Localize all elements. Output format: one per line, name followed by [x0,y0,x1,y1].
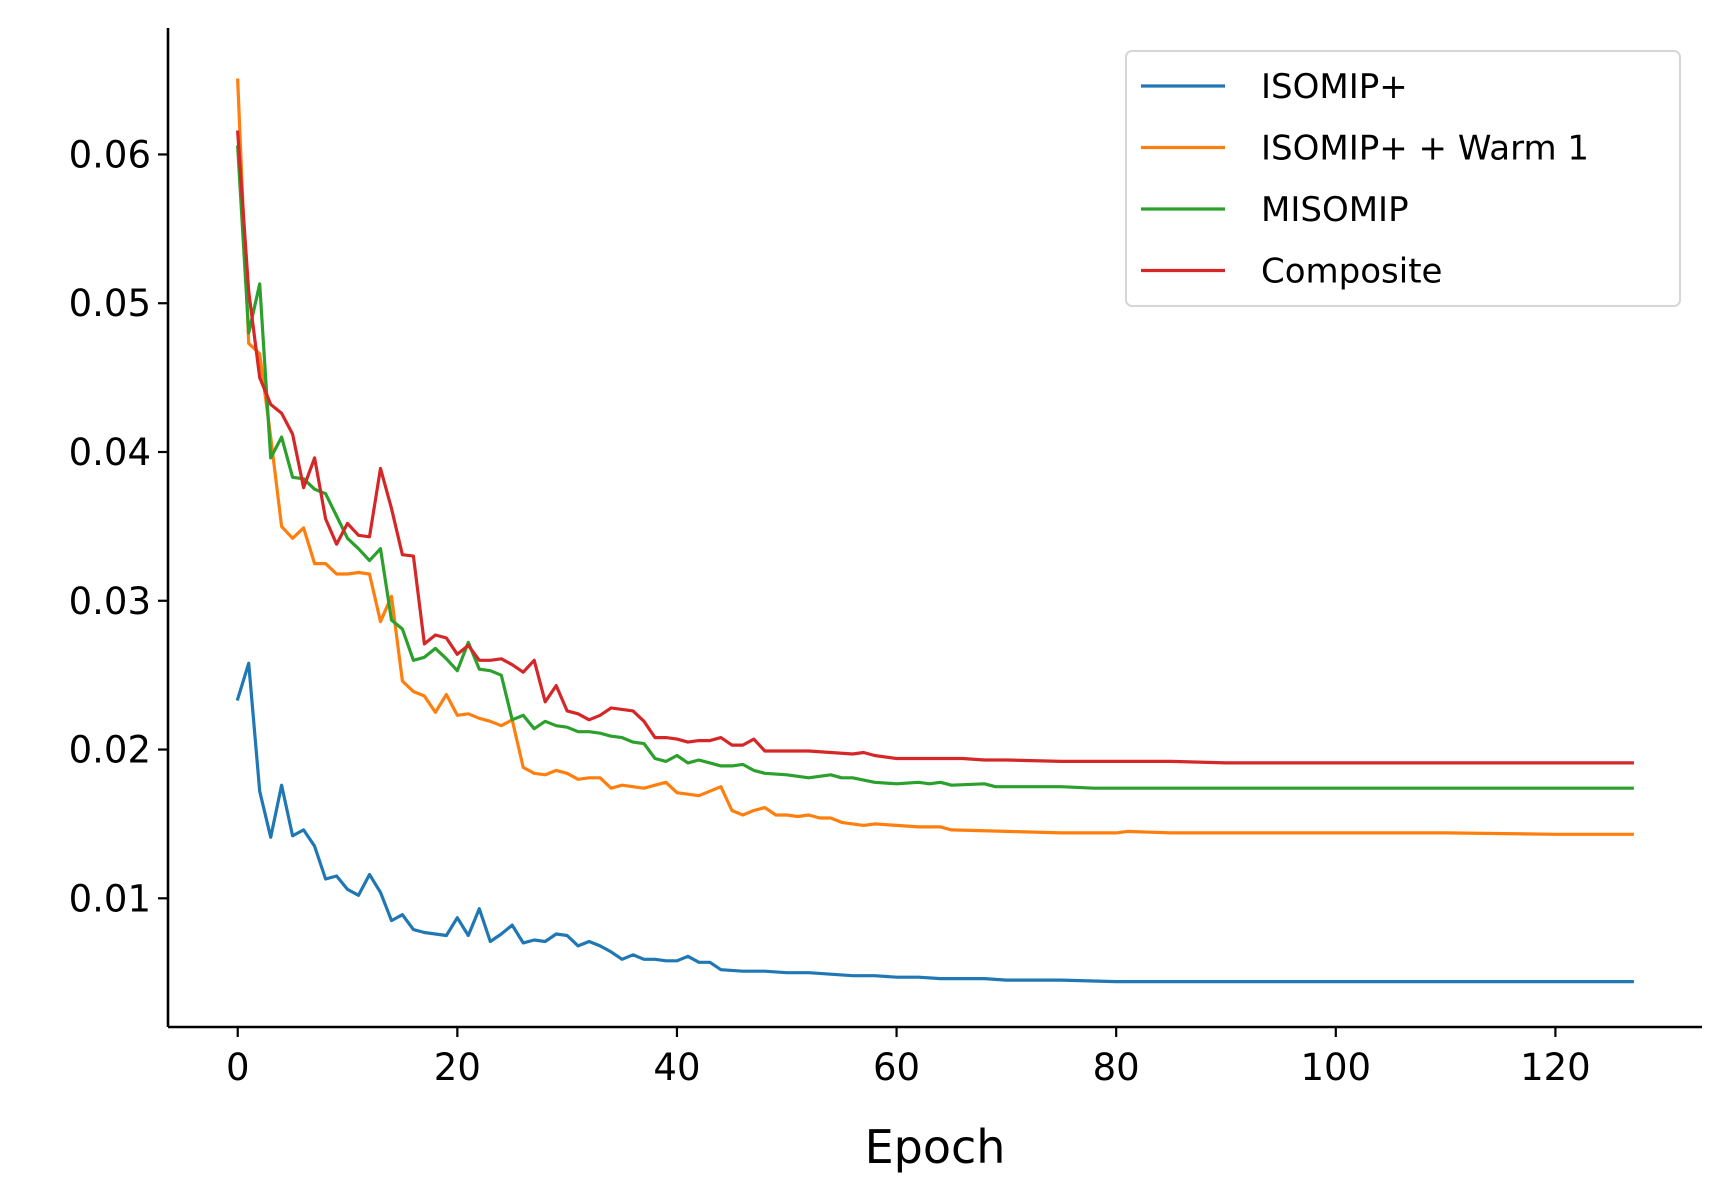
x-tick-label: 100 [1300,1046,1371,1089]
x-tick-label: 80 [1093,1046,1140,1089]
legend-label-1: ISOMIP+ [1261,67,1408,107]
legend-label-4: Composite [1261,252,1442,292]
y-ticks: 0.01 0.02 0.03 0.04 0.05 0.06 [69,133,168,920]
x-ticks: 0 20 40 60 80 100 120 [226,1027,1591,1089]
legend: ISOMIP+ ISOMIP+ + Warm 1 MISOMIP Composite [1125,50,1681,307]
series-layer [235,78,1634,984]
axes-layer [166,28,1702,1029]
series-line-3 [236,145,1634,790]
x-tick-label: 60 [873,1046,920,1089]
series-line-4 [235,130,1634,765]
y-tick-label: 0.05 [69,282,151,325]
y-tick-label: 0.03 [69,580,151,623]
y-tick-label: 0.01 [69,877,151,920]
x-tick-label: 20 [434,1046,481,1089]
y-tick-label: 0.06 [69,133,151,176]
series-line-2 [236,78,1634,836]
series-line-1 [235,661,1634,984]
legend-frame [1125,50,1681,307]
y-tick-label: 0.02 [69,729,151,772]
legend-label-2: ISOMIP+ + Warm 1 [1261,129,1589,169]
legend-items: ISOMIP+ ISOMIP+ + Warm 1 MISOMIP Composite [1141,67,1589,292]
legend-label-3: MISOMIP [1261,190,1409,230]
x-tick-label: 40 [653,1046,700,1089]
x-tick-label: 120 [1520,1046,1591,1089]
y-tick-label: 0.04 [69,431,151,474]
x-axis-title: Epoch [865,1120,1006,1174]
x-tick-label: 0 [226,1046,250,1089]
